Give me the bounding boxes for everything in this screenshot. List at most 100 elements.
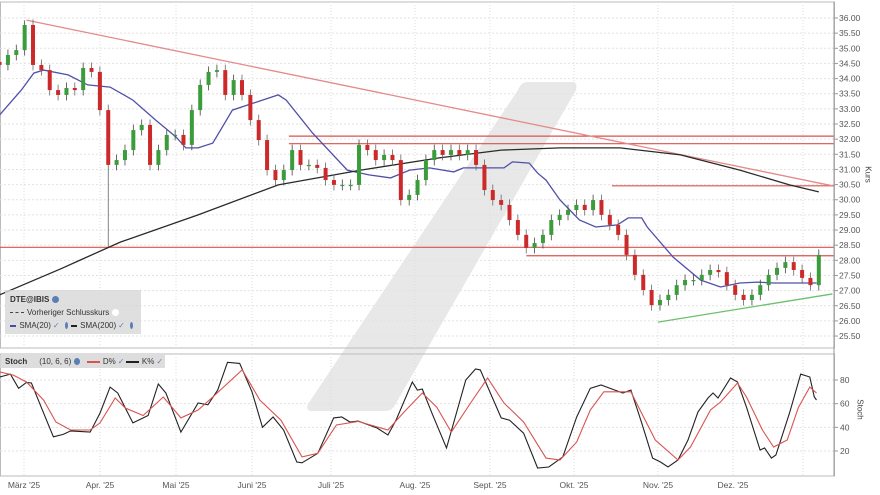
- candle-down: [582, 199, 587, 216]
- candle-up: [540, 229, 545, 249]
- settings-icon[interactable]: [52, 296, 60, 303]
- candle-body: [223, 70, 228, 95]
- price-tick-label: 35.50: [839, 28, 861, 38]
- price-tick-label: 26.00: [839, 316, 861, 326]
- candle-up: [214, 64, 219, 78]
- candle-body: [657, 299, 662, 306]
- candle-down: [89, 62, 94, 78]
- candle-up: [281, 164, 286, 186]
- candle-down: [490, 184, 495, 206]
- candle-body: [97, 71, 102, 111]
- candles: [0, 19, 821, 311]
- k-swatch: [126, 360, 139, 363]
- price-tick-label: 28.50: [839, 240, 861, 250]
- candle-down: [499, 194, 504, 211]
- legend-sma20: SMA(20): [19, 321, 51, 330]
- price-axis-title: Kurs: [863, 166, 873, 183]
- candle-body: [800, 270, 805, 278]
- price-tick-label: 30.00: [839, 195, 861, 205]
- candle-down: [440, 144, 445, 161]
- price-tick-label: 25.50: [839, 331, 861, 341]
- candle-up: [139, 119, 144, 136]
- candle-down: [265, 134, 270, 176]
- candle-down: [239, 74, 244, 101]
- price-tick-label: 32.50: [839, 119, 861, 129]
- legend-prev-close: Vorheriger Schlusskurs: [27, 308, 110, 317]
- candle-up: [657, 294, 662, 311]
- toggle-icon[interactable]: [112, 309, 120, 316]
- candle-up: [699, 269, 704, 286]
- candle-down: [315, 159, 320, 174]
- candle-up: [156, 144, 161, 171]
- candle-body: [39, 64, 44, 71]
- month-label: Dez. '25: [718, 480, 749, 490]
- candle-up: [231, 74, 236, 101]
- candle-body: [331, 180, 336, 185]
- candle-up: [415, 174, 420, 201]
- candle-up: [432, 144, 437, 166]
- candle-up: [766, 269, 771, 291]
- price-tick-label: 34.50: [839, 58, 861, 68]
- month-label: März '25: [8, 480, 41, 490]
- settings-icon[interactable]: [74, 358, 81, 365]
- check-icon[interactable]: ✓: [118, 321, 125, 330]
- candle-body: [499, 200, 504, 205]
- candle-down: [649, 284, 654, 311]
- candle-body: [89, 67, 94, 72]
- candle-body: [465, 150, 470, 155]
- candle-down: [273, 164, 278, 186]
- month-label: Okt. '25: [559, 480, 588, 490]
- candle-body: [131, 130, 136, 151]
- candle-body: [457, 150, 462, 155]
- candle-body: [382, 154, 387, 161]
- candle-down: [298, 144, 303, 171]
- candle-up: [382, 149, 387, 166]
- check-icon[interactable]: ✓: [52, 321, 60, 330]
- candle-down: [791, 256, 796, 276]
- d-swatch: [87, 360, 100, 363]
- legend-sma200: SMA(200): [80, 321, 117, 330]
- legend-d: D%: [102, 357, 116, 366]
- candle-body: [181, 134, 186, 145]
- candle-body: [106, 110, 111, 165]
- candle-body: [14, 50, 19, 55]
- check-icon[interactable]: ✓: [156, 357, 164, 366]
- candle-up: [340, 179, 345, 191]
- candle-body: [708, 270, 713, 275]
- candle-body: [290, 150, 295, 171]
- prev-close-swatch: [10, 312, 24, 313]
- candle-body: [766, 274, 771, 286]
- candle-up: [666, 289, 671, 306]
- stoch-panel-frame: [0, 353, 835, 477]
- candle-up: [574, 199, 579, 216]
- candle-down: [248, 89, 253, 126]
- candle-body: [315, 164, 320, 168]
- candle-body: [114, 160, 119, 165]
- candle-up: [691, 274, 696, 286]
- settings-icon[interactable]: [64, 322, 68, 329]
- candle-body: [357, 144, 362, 185]
- candle-down: [716, 264, 721, 278]
- candle-up: [173, 129, 178, 141]
- price-tick-label: 35.00: [839, 43, 861, 53]
- candle-down: [641, 269, 646, 296]
- candle-body: [641, 274, 646, 291]
- candle-up: [708, 264, 713, 281]
- candle-body: [532, 243, 537, 248]
- candle-up: [64, 82, 69, 101]
- stoch-params: (10, 6, 6): [39, 357, 72, 366]
- candle-body: [624, 234, 629, 255]
- price-tick-label: 29.50: [839, 210, 861, 220]
- price-tick-label: 29.00: [839, 225, 861, 235]
- settings-icon[interactable]: [129, 322, 134, 329]
- candle-body: [156, 150, 161, 165]
- grid: [0, 1, 835, 477]
- candle-body: [206, 71, 211, 85]
- candle-body: [574, 204, 579, 211]
- candle-body: [566, 210, 571, 215]
- candle-down: [0, 61, 2, 65]
- month-label: Aug. '25: [400, 480, 431, 490]
- check-icon[interactable]: ✓: [117, 357, 125, 366]
- candle-up: [198, 79, 203, 116]
- candle-body: [248, 94, 253, 121]
